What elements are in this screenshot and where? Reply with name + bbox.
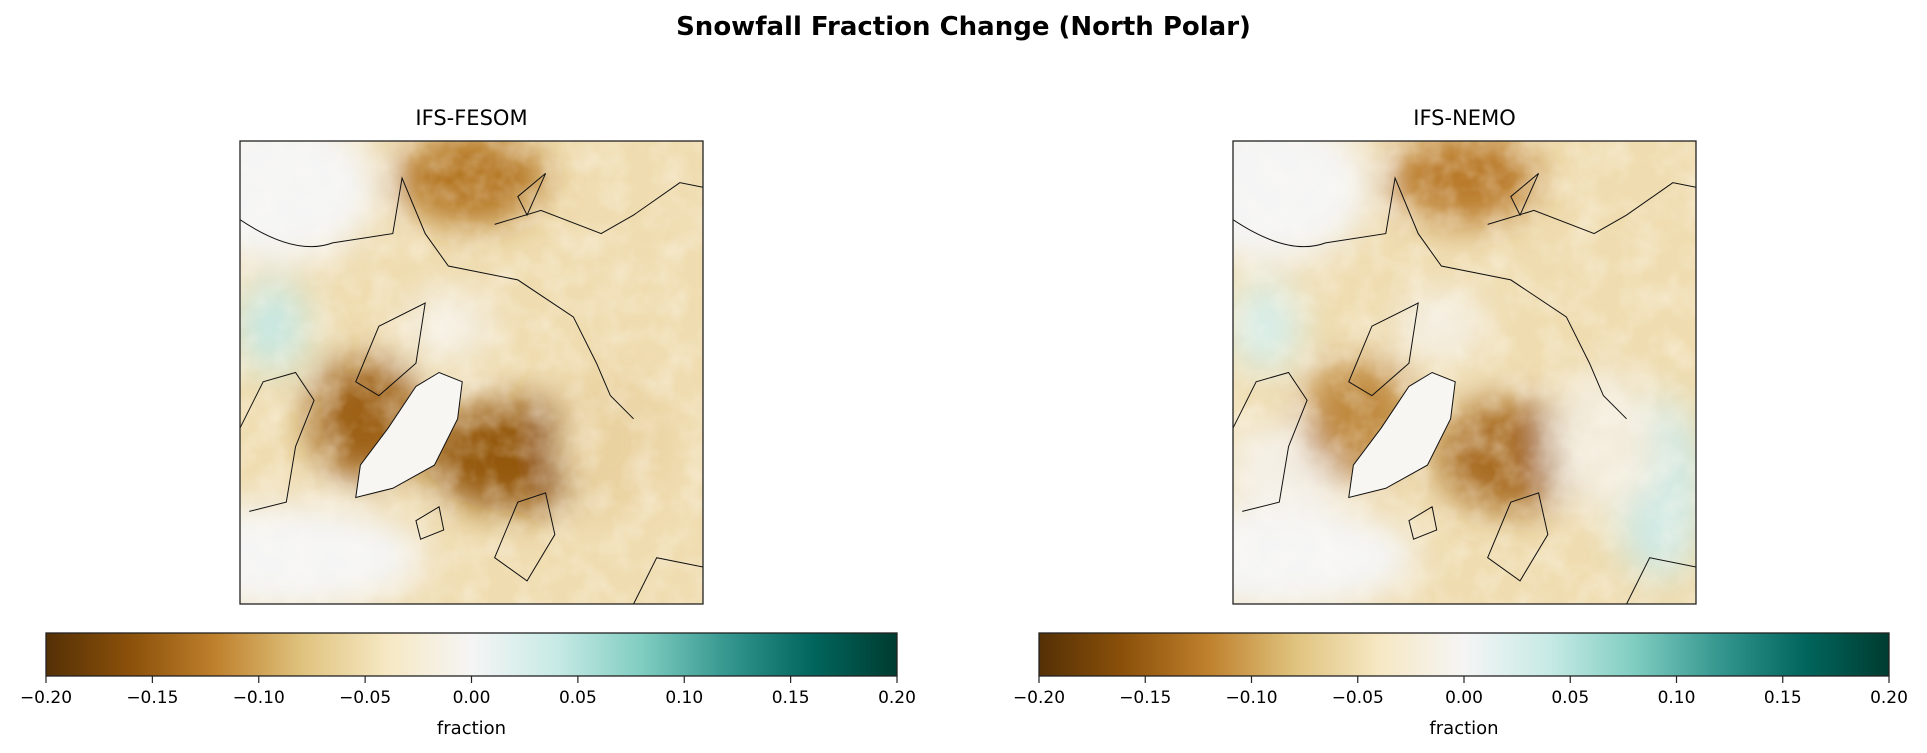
greenland-shape	[355, 371, 463, 499]
colorbar-tick-label: 0.00	[1445, 688, 1483, 708]
coastline	[494, 182, 703, 235]
coastline	[240, 176, 634, 420]
colorbar-tick-label: −0.05	[1332, 688, 1384, 708]
coastline	[1626, 557, 1696, 604]
colorbar-tick-label: −0.10	[1225, 688, 1277, 708]
colorbar-tick-label: −0.20	[20, 688, 72, 708]
colorbar-tick-label: 0.10	[665, 688, 703, 708]
colorbar-nemo: −0.20 −0.15 −0.10 −0.05 0.00 0.05 0.10 0.15 0.20…	[1013, 632, 1908, 739]
map-frame	[239, 140, 704, 605]
colorbar-tick-label: 0.05	[1551, 688, 1589, 708]
coastline	[517, 173, 547, 217]
greenland-shape	[1348, 371, 1456, 499]
colorbar-fesom: −0.20 −0.15 −0.10 −0.05 0.00 0.05 0.10 0.15 0.20…	[20, 632, 916, 739]
colorbar-gradient	[45, 632, 898, 677]
map-panel-fesom	[239, 140, 704, 605]
coastline	[1233, 371, 1308, 512]
colorbar-tick-label: 0.10	[1658, 688, 1696, 708]
coastline	[1348, 302, 1419, 397]
colorbar-tick-label: 0.20	[1870, 688, 1908, 708]
colorbar-label: fraction	[437, 718, 506, 739]
coastline	[1510, 173, 1540, 217]
coastline	[494, 492, 556, 582]
coastline	[355, 302, 426, 397]
colorbar-gradient	[1038, 632, 1890, 677]
colorbar-label: fraction	[1429, 718, 1498, 739]
figure-title: Snowfall Fraction Change (North Polar)	[676, 12, 1251, 42]
colorbar-tick-label: −0.10	[233, 688, 285, 708]
map-panel-nemo	[1232, 140, 1697, 605]
colorbar-tick-label: 0.05	[559, 688, 597, 708]
coastline	[1408, 505, 1438, 540]
colorbar-tick-label: 0.00	[453, 688, 491, 708]
colorbar-tick-label: −0.20	[1013, 688, 1065, 708]
colorbar-tick-label: −0.15	[1119, 688, 1171, 708]
colorbar-tick-label: 0.15	[1764, 688, 1802, 708]
colorbar-tick-label: 0.15	[772, 688, 810, 708]
map-frame	[1232, 140, 1697, 605]
coastline	[1487, 492, 1549, 582]
coastline	[1233, 176, 1627, 420]
panel-title-nemo: IFS-NEMO	[1413, 106, 1516, 130]
coastline	[415, 505, 445, 540]
colorbar-tick-label: 0.20	[878, 688, 916, 708]
colorbar-tick-label: −0.15	[126, 688, 178, 708]
coastline	[1487, 182, 1696, 235]
coastline	[240, 371, 315, 512]
panel-title-fesom: IFS-FESOM	[415, 106, 528, 130]
coastline	[633, 557, 703, 604]
colorbar-tick-label: −0.05	[339, 688, 391, 708]
